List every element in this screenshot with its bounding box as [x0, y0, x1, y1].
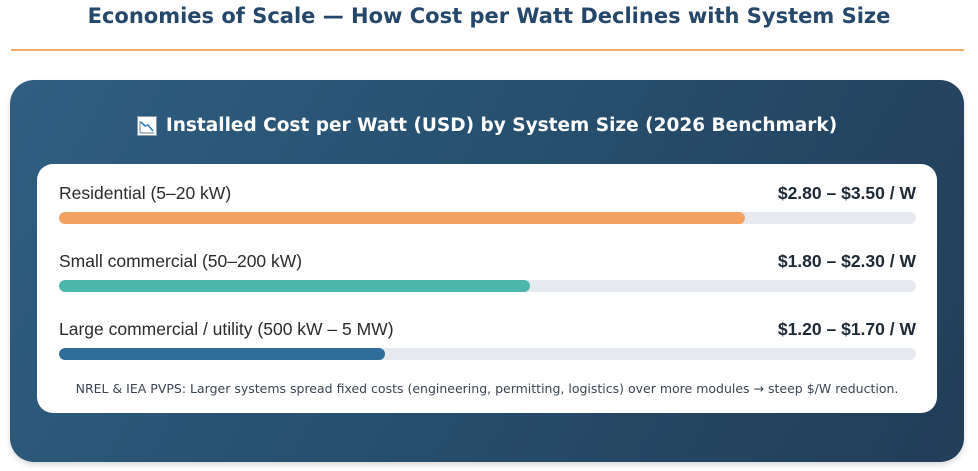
- source-footnote: NREL & IEA PVPS: Larger systems spread f…: [75, 381, 899, 396]
- chart-panel: Installed Cost per Watt (USD) by System …: [10, 80, 964, 462]
- bar-category-label: Large commercial / utility (500 kW – 5 M…: [59, 319, 394, 339]
- bar-track: [59, 348, 916, 360]
- bar-value-label: $1.80 – $2.30 / W: [777, 251, 916, 271]
- bar-category-label: Small commercial (50–200 kW): [59, 251, 303, 271]
- bar-category-label: Residential (5–20 kW): [59, 183, 232, 203]
- heading-divider: [11, 49, 964, 51]
- bar-value-label: $1.20 – $1.70 / W: [777, 319, 916, 339]
- bar-fill: [59, 212, 745, 224]
- chart-decreasing-icon: [136, 115, 157, 136]
- bar-fill: [59, 280, 531, 292]
- page-heading: Economies of Scale — How Cost per Watt D…: [87, 4, 891, 28]
- chart-card: Residential (5–20 kW) $2.80 – $3.50 / W …: [37, 164, 937, 413]
- panel-title-row: Installed Cost per Watt (USD) by System …: [10, 115, 964, 136]
- panel-title: Installed Cost per Watt (USD) by System …: [165, 115, 838, 136]
- bar-value-label: $2.80 – $3.50 / W: [777, 183, 916, 203]
- bar-track: [59, 280, 916, 292]
- bar-fill: [59, 348, 385, 360]
- bar-track: [59, 212, 916, 224]
